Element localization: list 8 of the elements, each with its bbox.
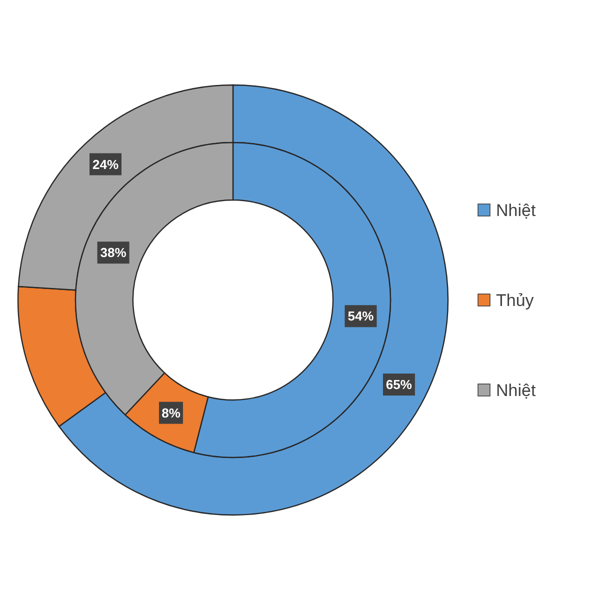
data-label: 24% bbox=[92, 156, 119, 172]
legend-label: Nhiệt bbox=[496, 380, 536, 400]
legend-label: Thủy bbox=[496, 290, 534, 310]
data-label: 8% bbox=[162, 405, 181, 420]
data-label: 65% bbox=[386, 377, 412, 392]
data-label: 38% bbox=[100, 245, 127, 260]
legend-label: Nhiệt bbox=[496, 200, 536, 220]
data-label: 54% bbox=[348, 308, 374, 324]
